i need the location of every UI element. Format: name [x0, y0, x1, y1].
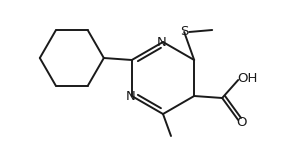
Text: OH: OH — [237, 72, 257, 86]
Text: O: O — [236, 117, 246, 129]
Text: N: N — [126, 90, 136, 102]
Text: S: S — [180, 26, 188, 39]
Text: N: N — [157, 36, 167, 48]
